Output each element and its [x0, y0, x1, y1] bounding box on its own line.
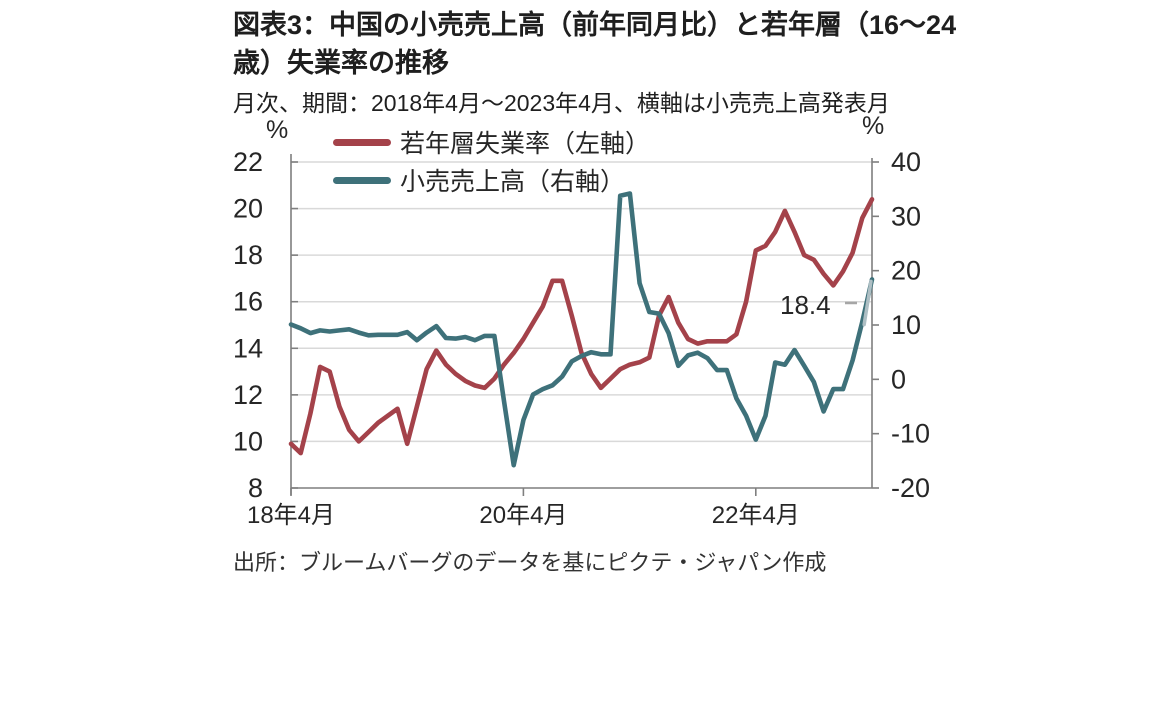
right-axis-tick-label: 20 — [891, 256, 921, 286]
legend-label-unemployment: 若年層失業率（左軸） — [400, 130, 651, 158]
left-axis-tick-label: 12 — [233, 380, 263, 410]
right-axis-tick-label: 30 — [891, 201, 921, 231]
x-axis-tick-label: 18年4月 — [247, 502, 335, 529]
retail-line — [288, 191, 875, 468]
right-axis-unit-label: % — [862, 112, 885, 140]
right-axis-tick-label: -10 — [891, 419, 930, 449]
last-value-annotation: 18.4 — [780, 290, 831, 320]
unemployment-line-swatch-icon — [333, 138, 391, 146]
retail-line-swatch-icon — [333, 176, 391, 184]
last-segment-highlight — [862, 279, 873, 327]
legend-item-unemployment: 若年層失業率（左軸） — [333, 124, 650, 160]
source-note: 出所：ブルームバーグのデータを基にピクテ・ジャパン作成 — [233, 550, 827, 575]
right-axis-tick-label: -20 — [891, 473, 930, 503]
x-axis-tick-label: 22年4月 — [712, 502, 800, 529]
right-axis-tick-label: 10 — [891, 310, 921, 340]
chart-subtitle: 月次、期間：2018年4月～2023年4月、横軸は小売売上高発表月 — [233, 90, 890, 116]
left-axis-tick-label: 18 — [233, 240, 263, 270]
left-axis-tick-label: 20 — [233, 194, 263, 224]
left-axis-unit-label: % — [266, 116, 289, 144]
left-axis-tick-label: 14 — [233, 333, 263, 363]
legend-label-retail: 小売売上高（右軸） — [400, 168, 626, 196]
unemployment-line — [288, 197, 875, 456]
left-axis-tick-label: 8 — [248, 473, 263, 503]
right-axis-tick-label: 40 — [891, 147, 921, 177]
right-axis-tick-label: 0 — [891, 364, 906, 394]
left-axis-tick-label: 22 — [233, 147, 263, 177]
legend-item-retail: 小売売上高（右軸） — [333, 162, 625, 198]
left-axis-tick-label: 16 — [233, 287, 263, 317]
left-axis-tick-label: 10 — [233, 426, 263, 456]
chart-title: 図表3：中国の小売売上高（前年同月比）と若年層（16～24歳）失業率の推移 — [233, 10, 957, 78]
x-axis-tick-label: 20年4月 — [479, 502, 567, 529]
